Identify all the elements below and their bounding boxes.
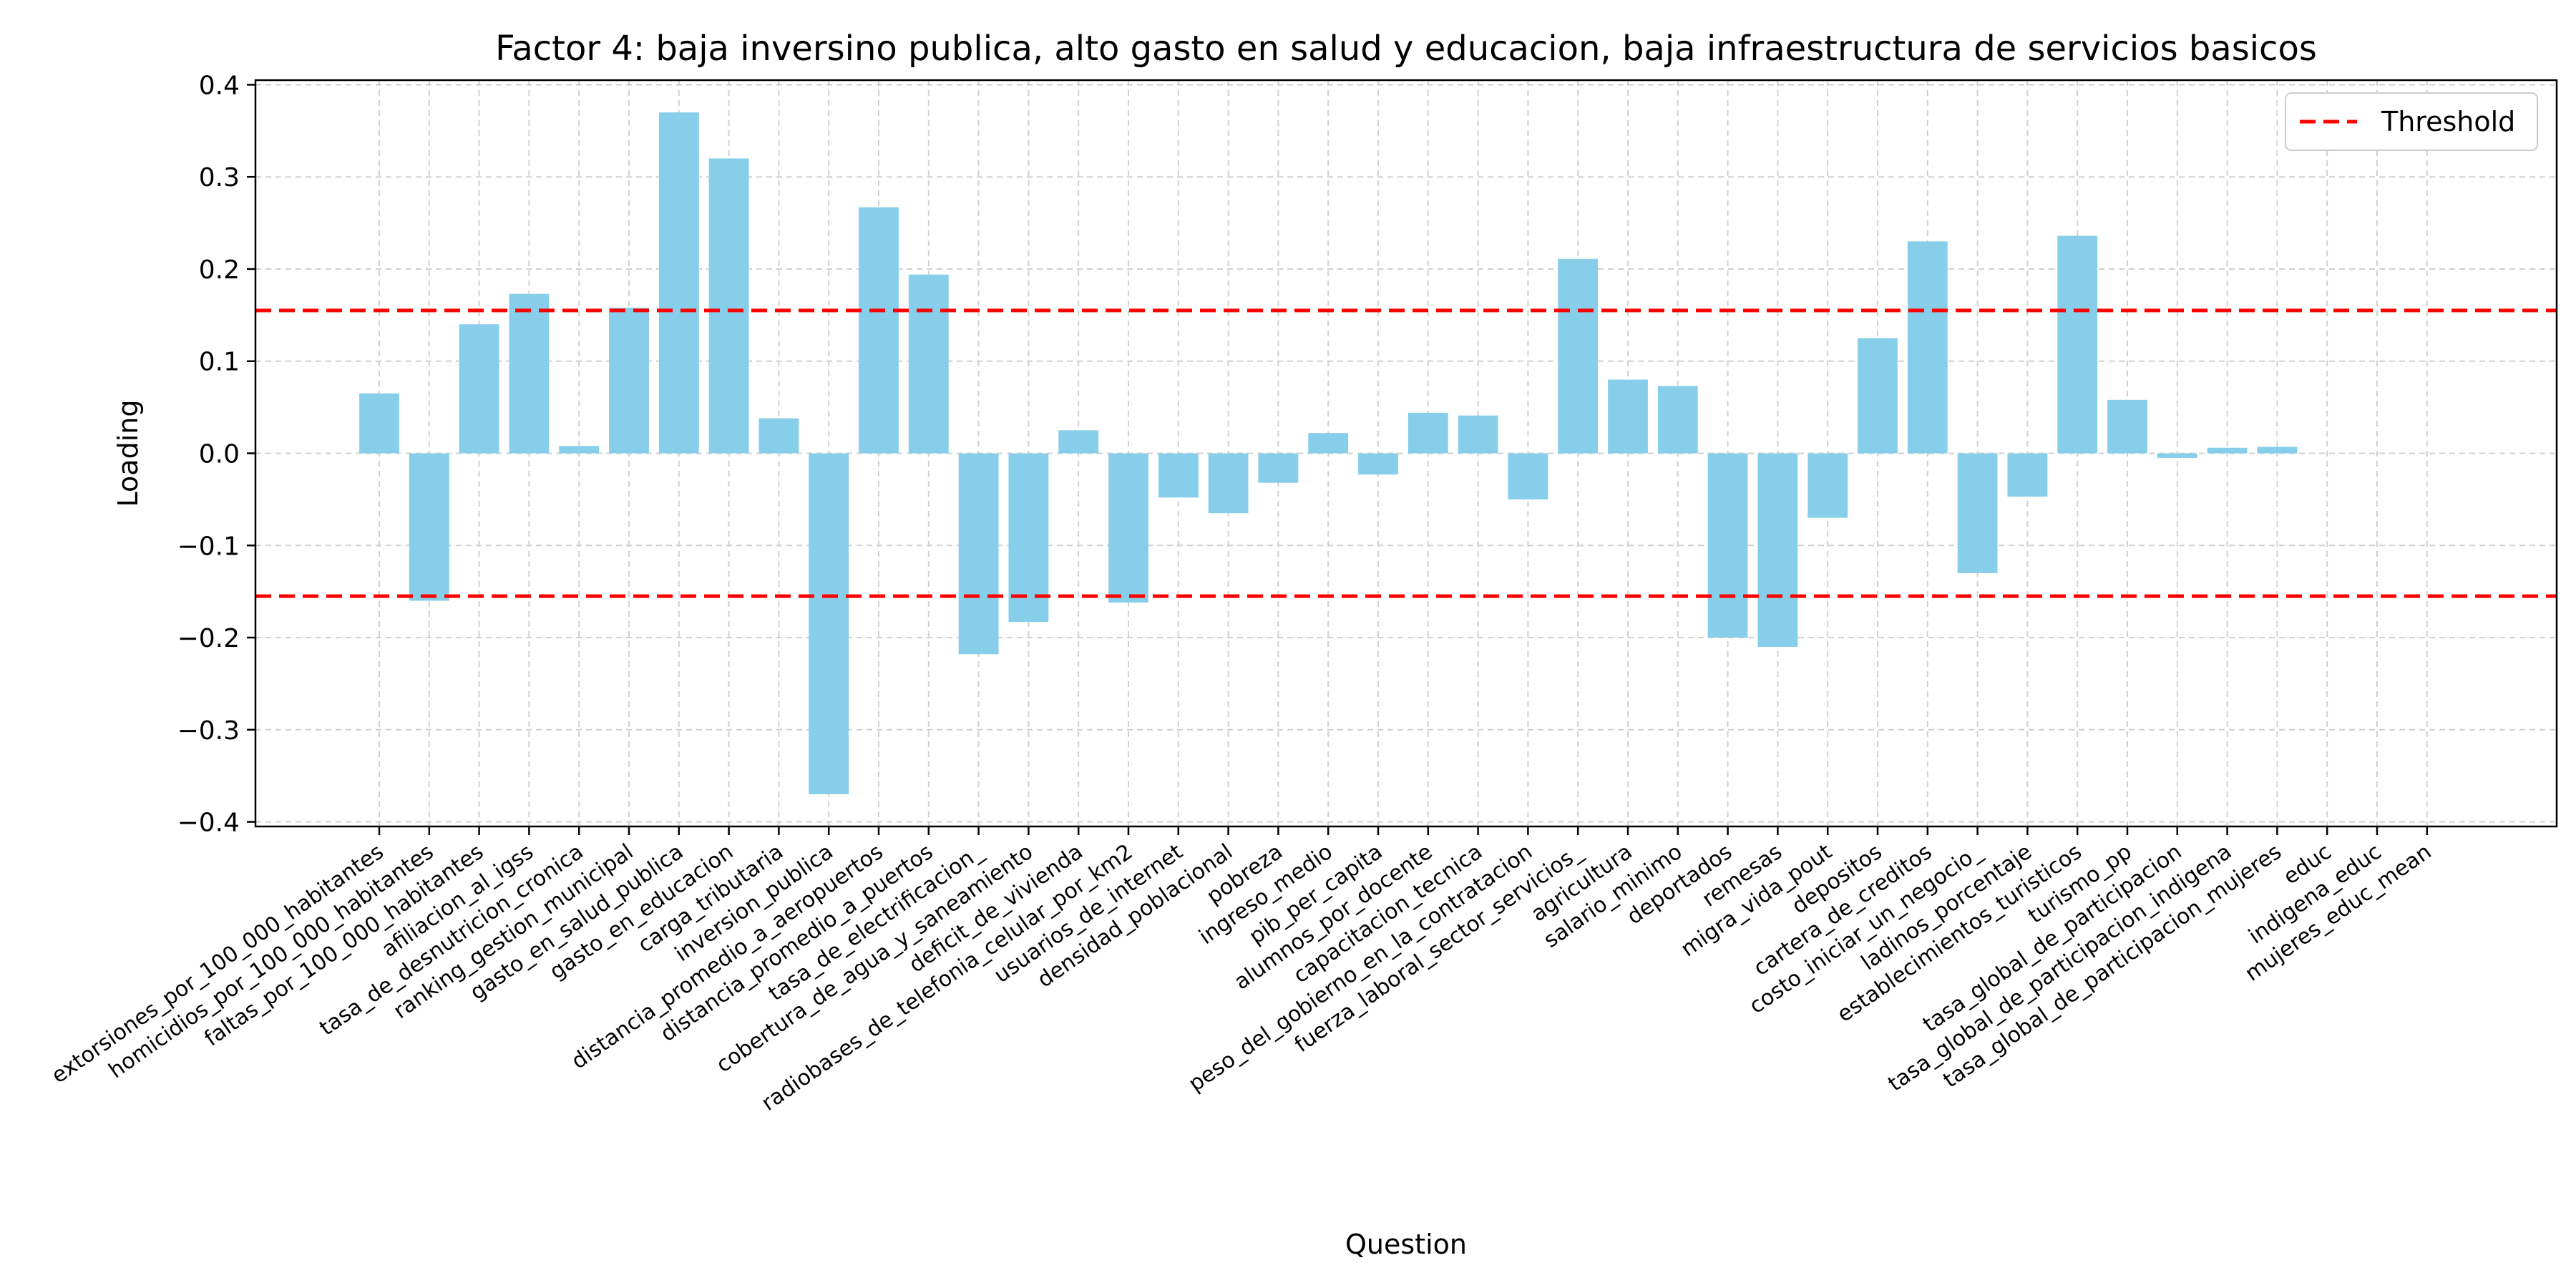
y-tick-label: −0.4 [177, 809, 240, 838]
bar-cartera_de_creditos [1907, 241, 1948, 454]
bar-pobreza [1258, 453, 1299, 483]
bar-agricultura [1608, 379, 1648, 454]
legend: Threshold [2285, 92, 2538, 151]
bar-extorsiones_por_100_000_habitantes [359, 393, 399, 454]
bars [359, 112, 2298, 794]
bar-distancia_promedio_a_puertos [908, 274, 949, 454]
bar-tasa_global_de_participacion_indigena [2207, 447, 2248, 454]
bar-carga_tributaria [758, 418, 799, 454]
bar-establecimientos_turisticos [2057, 235, 2098, 454]
bar-capacitacion_tecnica [1458, 415, 1498, 454]
bar-gasto_en_salud_publica [658, 112, 699, 454]
y-axis-ticks: −0.4 −0.3 −0.2 −0.1 0.0 0.1 0.2 0.3 0.4 [177, 71, 255, 838]
y-tick-label: −0.2 [177, 624, 240, 653]
y-tick-label: −0.1 [177, 532, 240, 561]
bar-peso_del_gobierno_en_la_contratacion [1508, 453, 1548, 499]
bar-homicidios_por_100_000_habitantes [409, 453, 449, 601]
legend-box [2285, 92, 2538, 151]
bar-tasa_global_de_participacion_mujeres [2257, 447, 2298, 454]
bar-usuarios_de_internet [1158, 453, 1199, 498]
bar-ranking_gestion_municipal [609, 308, 649, 454]
bar-radiobases_de_telefonia_celular_por_km2 [1108, 453, 1148, 603]
bar-tasa_global_de_participacion [2157, 453, 2197, 458]
y-tick-label: 0.3 [199, 163, 240, 192]
bar-deportados [1707, 453, 1748, 638]
bar-deficit_de_vivienda [1058, 430, 1099, 454]
x-axis-label: Question [1345, 1229, 1467, 1260]
threshold-lines [255, 308, 2557, 598]
bar-costo_iniciar_un_negocio_ [1957, 453, 1998, 573]
bar-salario_minimo [1657, 386, 1698, 454]
legend-threshold-label: Threshold [2381, 106, 2515, 137]
y-tick-label: 0.4 [199, 71, 240, 100]
bar-remesas [1757, 453, 1798, 647]
bar-distancia_promedio_a_aeropuertos [859, 207, 899, 454]
y-tick-label: 0.2 [199, 255, 240, 285]
bar-alumnos_por_docente [1407, 412, 1448, 454]
bar-faltas_por_100_000_habitantes [459, 324, 499, 454]
bar-depositos [1858, 338, 1898, 454]
bar-fuerza_laboral_sector_servicios_ [1558, 258, 1599, 454]
chart-title: Factor 4: baja inversino publica, alto g… [495, 29, 2317, 69]
bar-pib_per_capita [1358, 453, 1398, 475]
y-tick-label: 0.1 [199, 348, 240, 377]
bar-gasto_en_educacion [708, 158, 749, 454]
y-tick-label: 0.0 [199, 440, 240, 469]
bar-ingreso_medio [1308, 433, 1349, 454]
bar-inversion_publica [809, 453, 849, 794]
bar-densidad_poblacional [1208, 453, 1249, 514]
bar-cobertura_de_agua_y_saneamiento [1008, 453, 1049, 623]
bar-tasa_de_desnutricion_cronica [559, 446, 600, 454]
bar-ladinos_porcentaje [2007, 453, 2048, 497]
bar-migra_vida_pout [1807, 453, 1848, 518]
bar-tasa_de_electrificacion_ [958, 453, 999, 655]
y-axis-label: Loading [112, 400, 144, 507]
bar-afiliacion_al_igss [509, 293, 550, 454]
bar-turismo_pp [2107, 399, 2147, 454]
y-tick-label: −0.3 [177, 716, 240, 746]
